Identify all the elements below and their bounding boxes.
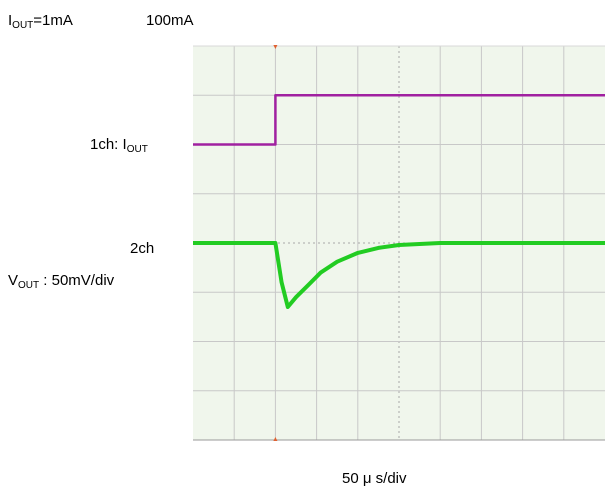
ch1-label: 1ch: IOUT — [90, 136, 148, 155]
timebase-label: 50 μ s/div — [342, 470, 407, 487]
trigger-markers — [273, 45, 278, 441]
iout-before-label: IOUT=1mA — [8, 12, 73, 31]
ch2-label: 2ch — [130, 240, 155, 257]
trace-1ch — [193, 94, 605, 146]
trigger-marker-bottom — [273, 437, 278, 441]
vout-scale-label: VOUT : 50mV/div — [8, 272, 115, 291]
trace-2ch — [193, 241, 605, 309]
traces — [193, 94, 605, 309]
iout-after-label: 100mA — [146, 12, 194, 29]
trigger-marker-top — [273, 45, 278, 49]
